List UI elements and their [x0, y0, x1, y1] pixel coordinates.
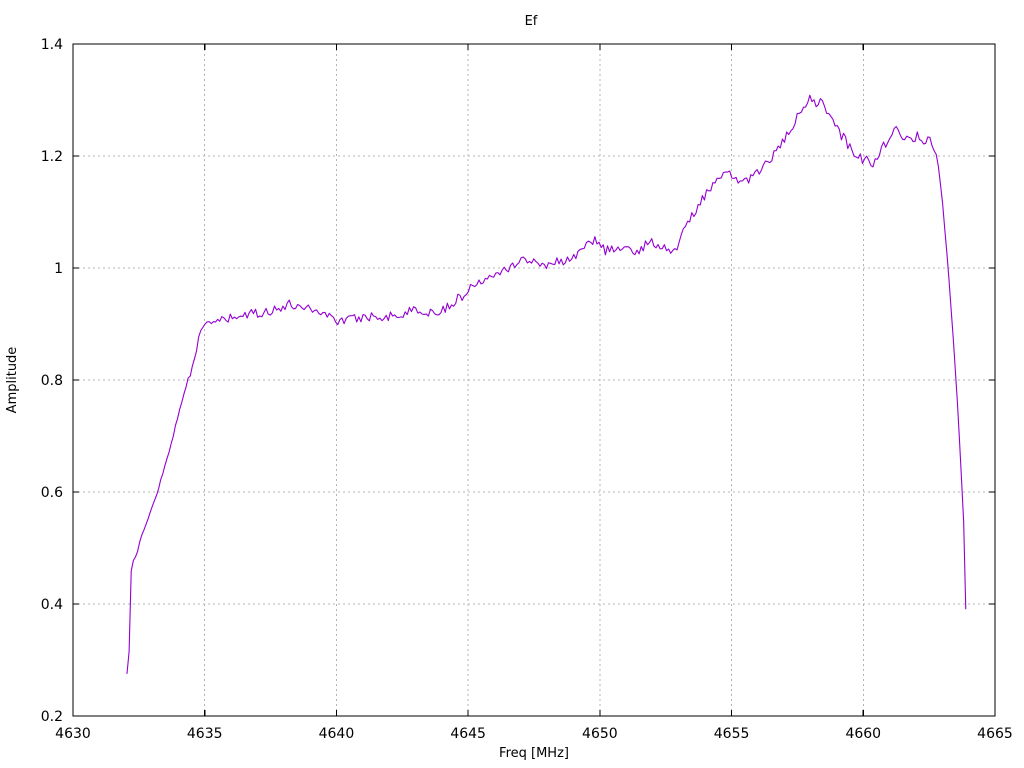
- y-axis-label: Amplitude: [5, 347, 20, 414]
- y-tick-label: 1.2: [41, 149, 63, 165]
- y-tick-labels: 0.2 0.4 0.6 0.8 1 1.2 1.4: [41, 37, 63, 725]
- y-tick-label: 0.6: [41, 485, 63, 501]
- x-tick-label: 4645: [450, 726, 486, 742]
- y-tick-label: 1.4: [41, 37, 63, 53]
- x-tick-label: 4660: [845, 726, 881, 742]
- chart-title: Ef: [525, 14, 538, 29]
- x-tick-label: 4655: [714, 726, 750, 742]
- x-tick-label: 4635: [187, 726, 223, 742]
- data-series-layer: [126, 94, 967, 675]
- x-tick-label: 4630: [55, 726, 91, 742]
- x-tick-labels: 4630 4635 4640 4645 4650 4655 4660 4665: [55, 726, 1013, 742]
- x-tick-label: 4665: [977, 726, 1013, 742]
- grid-lines: [73, 44, 995, 716]
- plot-border: [72, 43, 996, 717]
- y-tick-label: 0.2: [41, 709, 63, 725]
- data-series-0: [126, 94, 967, 675]
- y-tick-label: 0.4: [41, 597, 63, 613]
- y-tick-label: 0.8: [41, 373, 63, 389]
- x-axis-label: Freq [MHz]: [499, 746, 569, 761]
- x-tick-label: 4640: [319, 726, 355, 742]
- y-tick-label: 1: [54, 261, 63, 277]
- x-tick-label: 4650: [582, 726, 618, 742]
